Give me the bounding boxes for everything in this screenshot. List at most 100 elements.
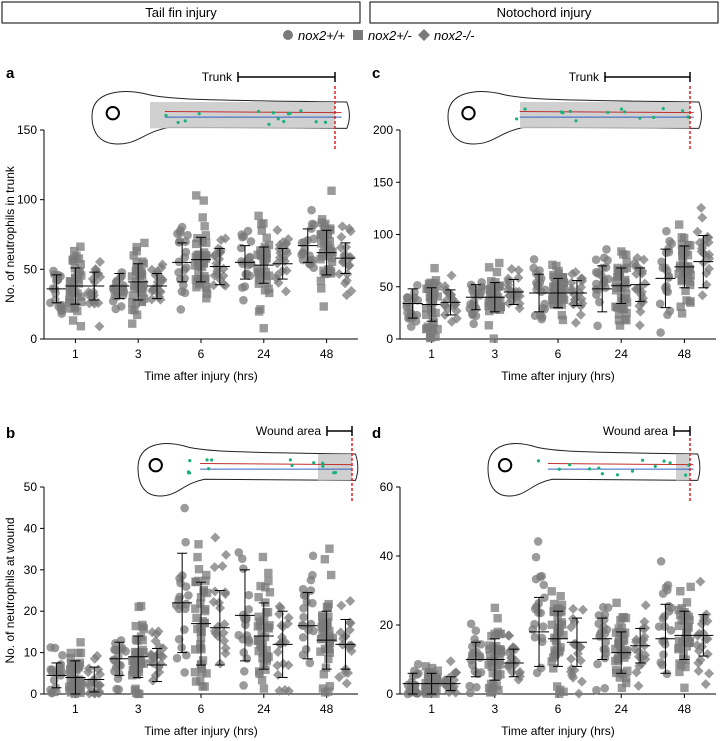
data-point xyxy=(135,283,145,292)
data-point xyxy=(466,655,476,665)
data-point xyxy=(68,316,78,325)
y-tick-label: 40 xyxy=(380,549,394,563)
larva-schematic xyxy=(91,91,350,145)
data-point xyxy=(692,640,703,651)
data-point xyxy=(128,298,137,307)
data-point xyxy=(320,644,330,654)
data-point xyxy=(413,281,422,290)
data-point xyxy=(317,215,327,224)
data-point xyxy=(622,678,631,688)
data-point xyxy=(593,321,602,331)
data-point xyxy=(68,256,78,265)
data-point xyxy=(324,687,333,696)
data-point xyxy=(134,602,143,612)
data-point xyxy=(256,581,265,591)
data-point xyxy=(259,684,269,693)
data-point xyxy=(696,618,707,629)
data-point xyxy=(256,250,266,259)
data-point xyxy=(111,663,121,672)
data-point xyxy=(422,310,431,320)
data-point xyxy=(191,239,201,249)
data-point xyxy=(439,299,450,310)
y-tick-label: 60 xyxy=(380,480,394,494)
data-point xyxy=(611,277,621,286)
data-point xyxy=(506,264,517,275)
data-point xyxy=(196,599,205,608)
neutrophil-dot xyxy=(662,459,666,463)
data-point xyxy=(298,248,308,258)
data-point xyxy=(76,638,85,647)
data-point xyxy=(299,612,308,622)
data-point xyxy=(549,599,559,609)
data-point xyxy=(622,250,631,260)
data-point xyxy=(135,689,144,699)
data-point xyxy=(538,622,548,631)
data-point xyxy=(74,686,84,696)
data-point xyxy=(50,643,60,653)
data-point xyxy=(345,596,356,607)
data-point xyxy=(210,628,221,639)
data-point xyxy=(260,632,270,642)
neutrophil-dot xyxy=(568,109,572,113)
data-point xyxy=(495,258,504,268)
neutrophil-dot xyxy=(557,467,561,471)
data-point xyxy=(611,644,620,654)
x-tick-label: 6 xyxy=(555,702,562,716)
region-label: Trunk xyxy=(569,70,600,84)
data-point xyxy=(704,249,715,260)
x-tick-label: 48 xyxy=(320,347,334,361)
data-point xyxy=(298,650,308,660)
data-point xyxy=(138,288,147,297)
x-tick-label: 3 xyxy=(491,347,498,361)
data-point xyxy=(239,564,248,573)
data-point xyxy=(514,291,525,302)
larva-schematic xyxy=(487,443,701,497)
data-point xyxy=(258,552,268,562)
data-point xyxy=(639,278,650,289)
data-point xyxy=(208,280,219,291)
data-point xyxy=(472,682,481,692)
data-point xyxy=(566,283,577,294)
data-point xyxy=(550,607,559,617)
data-point xyxy=(316,647,325,656)
data-point xyxy=(513,272,524,283)
neutrophil-dot xyxy=(615,473,619,477)
data-point xyxy=(66,688,76,697)
data-point xyxy=(476,639,486,649)
data-point xyxy=(548,295,557,304)
series-nox2-/- xyxy=(83,221,357,332)
data-point xyxy=(686,241,695,250)
data-point xyxy=(430,263,439,273)
data-point xyxy=(300,237,309,247)
data-point xyxy=(318,612,327,622)
data-point xyxy=(468,649,477,658)
data-point xyxy=(150,270,161,281)
data-point xyxy=(540,285,550,295)
data-point xyxy=(280,684,291,695)
data-point xyxy=(327,253,336,263)
data-point xyxy=(701,279,712,290)
data-point xyxy=(66,277,75,286)
data-point xyxy=(320,555,330,564)
data-point xyxy=(317,634,326,643)
data-point xyxy=(272,669,283,680)
data-point xyxy=(547,620,557,629)
data-point xyxy=(257,675,267,685)
y-tick-label: 50 xyxy=(380,280,394,294)
data-point xyxy=(306,619,316,629)
data-point xyxy=(487,687,497,697)
data-point xyxy=(128,291,138,300)
data-point xyxy=(550,290,560,299)
data-point xyxy=(496,670,505,679)
data-point xyxy=(253,264,262,274)
data-point xyxy=(539,580,549,590)
x-tick-label: 6 xyxy=(198,702,205,716)
data-point xyxy=(704,668,715,679)
data-point xyxy=(77,297,86,307)
data-point xyxy=(200,604,210,614)
data-point xyxy=(254,612,263,621)
data-point xyxy=(131,277,141,286)
header-right-box xyxy=(369,1,719,24)
data-point xyxy=(192,191,201,200)
data-point xyxy=(317,230,326,239)
